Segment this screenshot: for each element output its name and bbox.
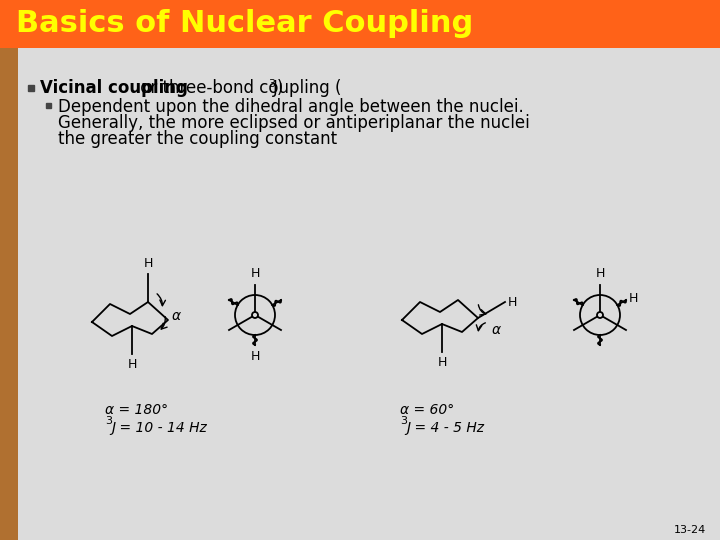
Text: J = 10 - 14 Hz: J = 10 - 14 Hz (111, 421, 207, 435)
Bar (0, 0, 720, 48)
Text: or three-bond coupling (: or three-bond coupling ( (135, 79, 341, 97)
Text: the greater the coupling constant: the greater the coupling constant (58, 130, 337, 148)
Text: H: H (437, 356, 446, 369)
Text: 3: 3 (268, 79, 275, 89)
Text: 3: 3 (400, 416, 407, 426)
Text: α = 180°: α = 180° (105, 403, 168, 417)
Text: J = 4 - 5 Hz: J = 4 - 5 Hz (406, 421, 484, 435)
Bar (46, 103, 51, 108)
Circle shape (597, 312, 603, 318)
Text: Basics of Nuclear Coupling: Basics of Nuclear Coupling (16, 10, 473, 38)
Text: H: H (251, 267, 260, 280)
Text: H: H (508, 295, 518, 308)
Text: α: α (172, 309, 181, 323)
Text: Dependent upon the dihedral angle between the nuclei.: Dependent upon the dihedral angle betwee… (58, 98, 523, 116)
Text: 3: 3 (105, 416, 112, 426)
Text: J): J) (273, 79, 284, 97)
Text: H: H (595, 267, 605, 280)
Bar (28, 85, 34, 91)
Text: Vicinal coupling: Vicinal coupling (40, 79, 188, 97)
Text: 13-24: 13-24 (674, 525, 706, 535)
Text: α = 60°: α = 60° (400, 403, 454, 417)
Circle shape (252, 312, 258, 318)
Text: H: H (127, 358, 137, 371)
Text: H: H (251, 350, 260, 363)
Text: α: α (492, 323, 501, 337)
Text: Generally, the more eclipsed or antiperiplanar the nuclei: Generally, the more eclipsed or antiperi… (58, 114, 530, 132)
Bar (0, 48, 18, 540)
Text: H: H (629, 292, 639, 305)
Text: H: H (143, 257, 153, 270)
